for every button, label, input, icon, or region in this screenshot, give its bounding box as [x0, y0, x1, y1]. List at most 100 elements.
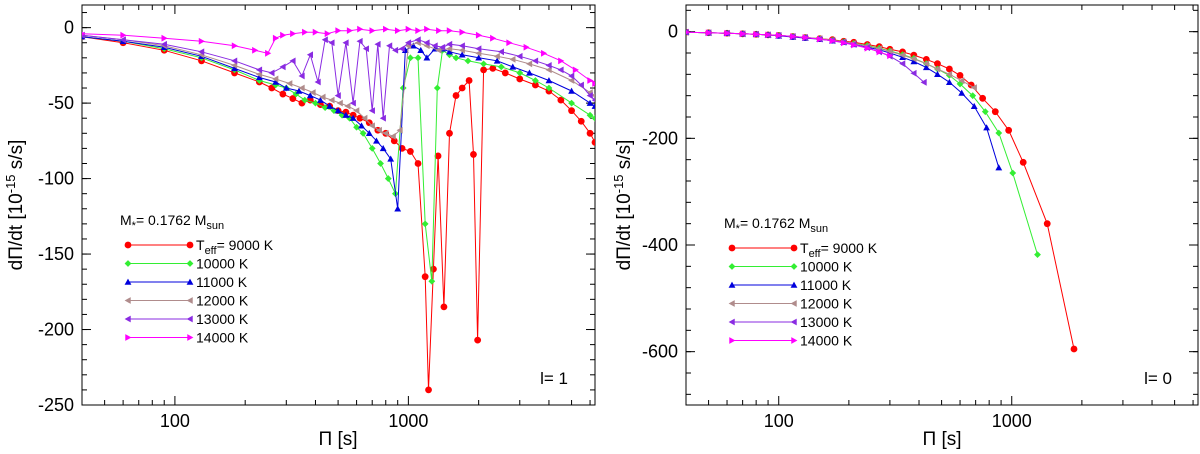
data-point: [474, 336, 482, 344]
data-point: [349, 114, 357, 121]
legend-label-sub: eff: [205, 245, 218, 257]
y-tick-label: -100: [38, 169, 74, 189]
data-point: [198, 48, 205, 56]
data-point: [338, 111, 346, 119]
data-point: [446, 48, 453, 55]
data-point: [459, 28, 466, 36]
data-point: [383, 25, 390, 33]
data-point: [349, 99, 356, 107]
legend-mass-main: M: [120, 212, 132, 228]
data-point: [342, 111, 350, 118]
data-point: [328, 39, 335, 47]
legend-label-rest: 12000 K: [800, 296, 853, 312]
data-point: [161, 34, 168, 42]
data-point: [286, 80, 293, 87]
panel-label: l= 0: [1144, 369, 1172, 388]
data-point: [446, 40, 453, 48]
data-point: [414, 36, 421, 44]
data-point: [475, 31, 483, 39]
data-point: [389, 132, 396, 140]
data-point: [557, 66, 564, 74]
legend-label-rest: 11000 K: [800, 277, 852, 293]
data-point: [586, 129, 594, 137]
x-tick-label: 1000: [388, 411, 428, 431]
data-point: [480, 60, 488, 68]
series-layer: [82, 25, 595, 394]
data-point: [464, 57, 472, 65]
data-point: [394, 205, 402, 212]
data-point: [568, 77, 575, 84]
data-point: [396, 126, 403, 134]
data-point: [289, 57, 296, 65]
legend-marker: [125, 334, 132, 341]
legend-entry: Teff= 9000 K: [124, 237, 274, 257]
x-tick-label: 100: [764, 411, 794, 431]
data-point: [545, 77, 553, 84]
data-point: [252, 46, 259, 54]
data-point: [309, 89, 316, 96]
data-point: [406, 148, 414, 155]
legend-marker: [728, 300, 735, 307]
data-point: [516, 75, 524, 83]
data-point: [864, 44, 871, 52]
data-point: [945, 65, 953, 73]
data-point: [279, 90, 287, 98]
data-point: [705, 29, 712, 37]
data-point: [255, 74, 263, 81]
legend-marker: [790, 244, 798, 252]
legend-entry: 13000 K: [124, 311, 249, 327]
data-point: [526, 60, 533, 68]
y-tick-label: -150: [38, 244, 74, 264]
data-point: [231, 61, 238, 69]
legend-label: 10000 K: [800, 259, 853, 275]
legend-label: 11000 K: [196, 274, 248, 290]
data-point: [423, 54, 431, 61]
data-point: [586, 111, 594, 119]
data-point: [475, 54, 483, 61]
y-axis-title: dΠ/dt [10-15 s/s]: [3, 140, 27, 271]
data-point: [945, 78, 953, 86]
data-point: [851, 41, 858, 49]
data-point: [306, 51, 313, 59]
data-point: [446, 129, 453, 137]
legend-marker: [124, 297, 131, 304]
series-group: [82, 25, 595, 394]
series-line-2: [82, 36, 595, 209]
data-point: [592, 80, 595, 87]
legend-label-rest: = 9000 K: [821, 240, 878, 256]
data-point: [231, 42, 238, 50]
legend-mass-main: M: [724, 215, 736, 231]
data-point: [910, 69, 917, 77]
data-point: [255, 66, 263, 74]
data-point: [558, 57, 565, 65]
data-point: [356, 114, 364, 122]
legend-marker: [186, 260, 194, 267]
data-point: [362, 45, 369, 53]
data-point: [995, 129, 1003, 137]
legend-mass-sub: *: [132, 220, 137, 232]
legend-marker: [124, 260, 132, 267]
series-line-2: [686, 31, 1000, 168]
legend-marker: [186, 241, 194, 249]
data-point: [425, 386, 432, 394]
legend-label: 12000 K: [800, 296, 853, 312]
data-point: [387, 155, 395, 162]
series-line-5: [686, 31, 891, 57]
data-point: [572, 66, 579, 74]
data-point: [922, 64, 930, 71]
data-point: [319, 93, 326, 101]
data-point: [568, 72, 575, 80]
data-point: [417, 46, 425, 54]
data-point: [414, 160, 422, 167]
x-axis-title: Π [s]: [318, 429, 357, 450]
data-point: [435, 46, 442, 54]
x-tick-label: 100: [160, 411, 190, 431]
data-point: [995, 164, 1003, 171]
data-point: [446, 45, 453, 53]
data-point: [321, 36, 328, 44]
data-point: [433, 84, 441, 92]
y-tick-label: 0: [668, 22, 678, 42]
data-point: [568, 107, 575, 115]
legend-entry: 13000 K: [728, 314, 853, 330]
data-point: [922, 60, 930, 68]
